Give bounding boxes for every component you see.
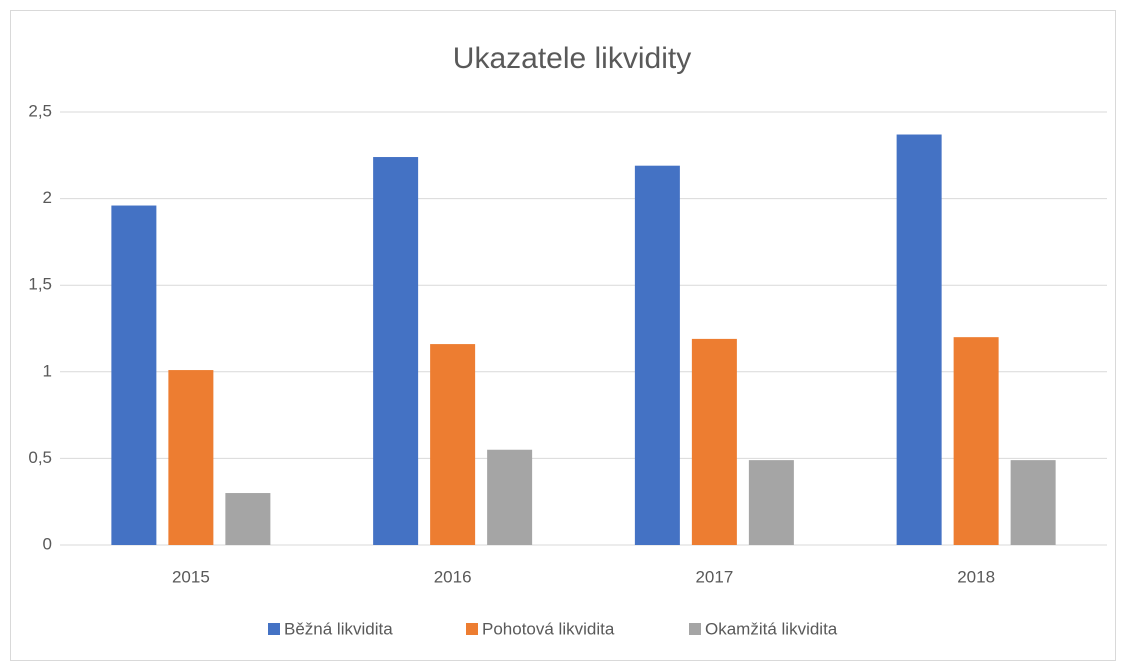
x-tick-label: 2015	[172, 567, 210, 586]
bar	[225, 493, 271, 545]
bar	[634, 165, 680, 545]
legend-label: Běžná likvidita	[284, 619, 393, 638]
y-tick-label: 1,5	[28, 275, 52, 294]
bar	[896, 134, 942, 546]
x-tick-label: 2017	[695, 567, 733, 586]
chart-title: Ukazatele likvidity	[453, 42, 691, 75]
bar	[373, 157, 419, 546]
y-tick-label: 1	[43, 361, 52, 380]
y-tick-label: 0	[43, 534, 52, 553]
bar	[430, 344, 476, 545]
bar	[953, 337, 999, 545]
bar	[111, 205, 157, 545]
x-tick-label: 2016	[434, 567, 472, 586]
legend-label: Okamžitá likvidita	[705, 619, 838, 638]
bar	[1010, 460, 1056, 545]
legend-label: Pohotová likvidita	[482, 619, 615, 638]
legend-swatch	[689, 623, 701, 635]
legend-swatch	[268, 623, 280, 635]
bar	[168, 370, 214, 545]
bar	[487, 449, 533, 545]
bar	[691, 338, 737, 545]
y-tick-label: 2	[43, 188, 52, 207]
x-tick-label: 2018	[957, 567, 995, 586]
y-tick-label: 2,5	[28, 101, 52, 120]
bar	[748, 460, 794, 545]
y-tick-label: 0,5	[28, 448, 52, 467]
chart-border	[10, 10, 1116, 661]
legend-swatch	[466, 623, 478, 635]
